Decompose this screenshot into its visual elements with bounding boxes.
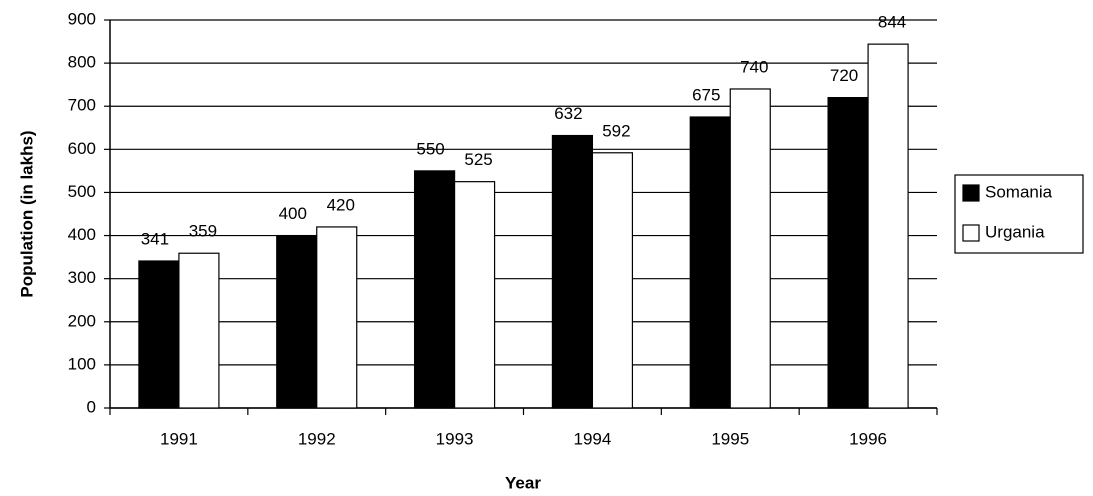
- x-tick-label: 1991: [160, 429, 198, 448]
- value-label: 525: [464, 150, 492, 169]
- bar: [689, 116, 731, 409]
- bar: [316, 226, 358, 409]
- y-tick-label: 600: [68, 139, 96, 158]
- value-label: 400: [279, 204, 307, 223]
- y-tick-label: 500: [68, 182, 96, 201]
- y-tick-label: 700: [68, 96, 96, 115]
- x-tick-label: 1993: [436, 429, 474, 448]
- legend-swatch: [962, 184, 980, 202]
- bar: [551, 134, 594, 409]
- bar: [867, 43, 909, 409]
- bar: [413, 170, 456, 409]
- value-label: 675: [692, 85, 720, 104]
- x-tick-label: 1992: [298, 429, 336, 448]
- value-label: 359: [189, 222, 217, 241]
- y-tick-label: 100: [68, 354, 96, 373]
- x-tick-label: 1994: [574, 429, 612, 448]
- value-label: 550: [416, 139, 444, 158]
- value-label: 592: [602, 121, 630, 140]
- legend-label: Somania: [985, 182, 1053, 201]
- bar: [827, 96, 869, 409]
- legend-swatch: [962, 224, 980, 242]
- value-label: 341: [141, 229, 169, 248]
- bar: [276, 234, 318, 409]
- y-tick-label: 800: [68, 53, 96, 72]
- legend-label: Urgania: [985, 222, 1045, 241]
- x-axis-label: Year: [505, 473, 541, 492]
- y-tick-label: 200: [68, 311, 96, 330]
- value-label: 844: [878, 13, 906, 32]
- y-tick-label: 400: [68, 225, 96, 244]
- x-tick-label: 1996: [849, 429, 887, 448]
- value-label: 720: [830, 66, 858, 85]
- bar: [138, 260, 180, 409]
- value-label: 632: [554, 104, 582, 123]
- bar: [729, 88, 771, 409]
- y-axis-label: Population (in lakhs): [17, 130, 36, 297]
- y-tick-label: 900: [68, 9, 96, 28]
- bar: [178, 252, 220, 409]
- value-label: 740: [740, 57, 768, 76]
- y-tick-label: 300: [68, 268, 96, 287]
- y-tick-label: 0: [87, 397, 96, 416]
- value-label: 420: [327, 195, 355, 214]
- bar: [453, 181, 496, 409]
- bar: [591, 152, 634, 409]
- x-tick-label: 1995: [711, 429, 749, 448]
